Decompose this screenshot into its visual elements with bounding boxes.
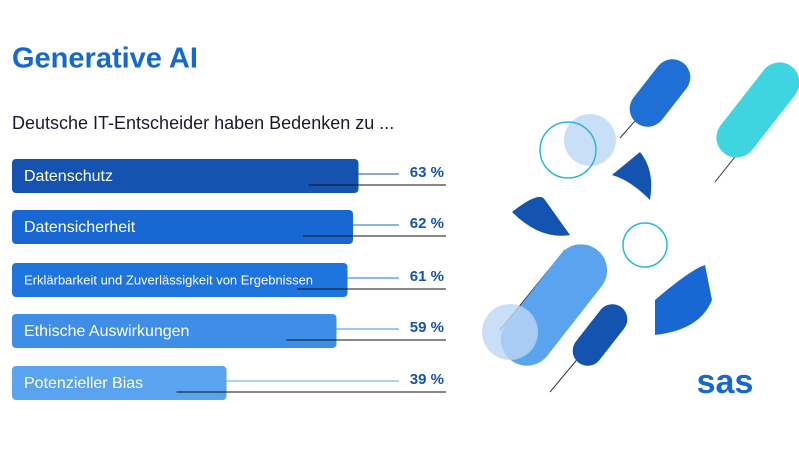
bar-label: Erklärbarkeit und Zuverlässigkeit von Er… (24, 272, 313, 287)
value-label: 59 % (410, 319, 444, 336)
value-label: 39 % (410, 371, 444, 388)
value-label: 63 % (410, 164, 444, 181)
chart-title: Generative AI (12, 43, 198, 75)
bar (12, 314, 337, 348)
value-label: 62 % (410, 215, 444, 232)
bar-label: Datensicherheit (24, 219, 136, 236)
bar-label: Datenschutz (24, 168, 113, 185)
value-label: 61 % (410, 268, 444, 285)
bar (12, 159, 359, 193)
decoration (482, 59, 799, 393)
bar (12, 366, 227, 400)
logo: sas (697, 363, 754, 401)
chart-subtitle: Deutsche IT-Entscheider haben Bedenken z… (12, 113, 394, 133)
bar-label: Potenzieller Bias (24, 375, 143, 392)
bar (12, 263, 348, 297)
bar (12, 210, 353, 244)
bar-label: Ethische Auswirkungen (24, 323, 189, 340)
